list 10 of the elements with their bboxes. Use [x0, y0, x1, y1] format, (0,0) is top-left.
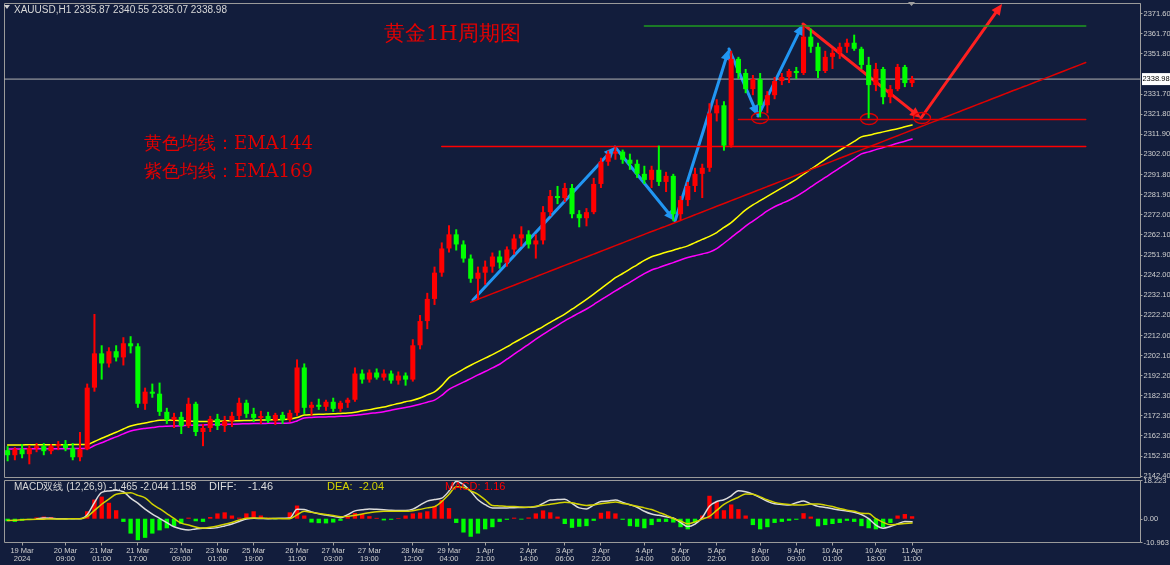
annotation: -1.46 — [248, 480, 274, 492]
annotation: 1.16 — [484, 480, 506, 492]
text: DEA: — [327, 480, 353, 492]
annotation: XAUUSD,H1 2335.87 2340.55 2335.07 2338.98 — [14, 4, 228, 15]
text: 黄金1H周期图 — [384, 21, 521, 45]
annotation: 紫色均线：EMA169 — [144, 160, 313, 181]
annotation: MACD双线 (12,26,9) -1.465 -2.044 1.158 — [14, 481, 197, 492]
annotation: 黄色均线：EMA144 — [144, 132, 313, 153]
annotation: -2.04 — [359, 480, 385, 492]
text: DIFF: — [209, 480, 237, 492]
